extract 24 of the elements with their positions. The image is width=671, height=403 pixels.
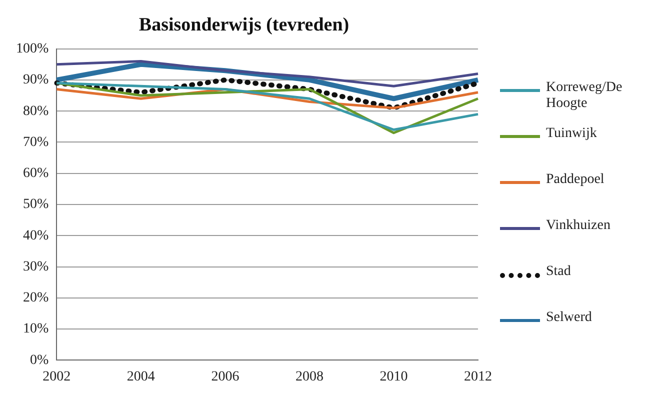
y-tick-label: 40%: [22, 228, 49, 244]
x-tick-label: 2006: [211, 369, 240, 384]
chart-title: Basisonderwijs (tevreden): [138, 14, 350, 36]
x-tick-label: 2010: [380, 369, 408, 384]
legend-label: Selwerd: [546, 310, 592, 326]
y-tick-label: 10%: [22, 322, 49, 337]
y-tick-label: 90%: [22, 72, 49, 88]
y-tick-label: 0%: [30, 352, 49, 368]
y-tick-label: 20%: [22, 290, 49, 306]
legend-label: Stad: [546, 264, 571, 280]
legend-label: Paddepoel: [546, 172, 604, 188]
y-tick-label: 50%: [22, 197, 49, 212]
x-tick-label: 2002: [42, 369, 71, 384]
x-tick-label: 2004: [126, 369, 155, 384]
y-tick-label: 30%: [22, 259, 49, 274]
x-tick-label: 2012: [464, 369, 492, 384]
legend-label: Tuinwijk: [546, 126, 597, 142]
y-tick-label: 70%: [22, 134, 49, 150]
legend-label: Vinkhuizen: [546, 218, 610, 234]
y-tick-label: 60%: [22, 166, 49, 182]
legend-label: Korreweg/De Hoogte: [546, 80, 624, 112]
x-tick-label: 2008: [295, 369, 324, 384]
y-tick-label: 100%: [16, 41, 49, 56]
y-tick-label: 80%: [22, 104, 49, 119]
